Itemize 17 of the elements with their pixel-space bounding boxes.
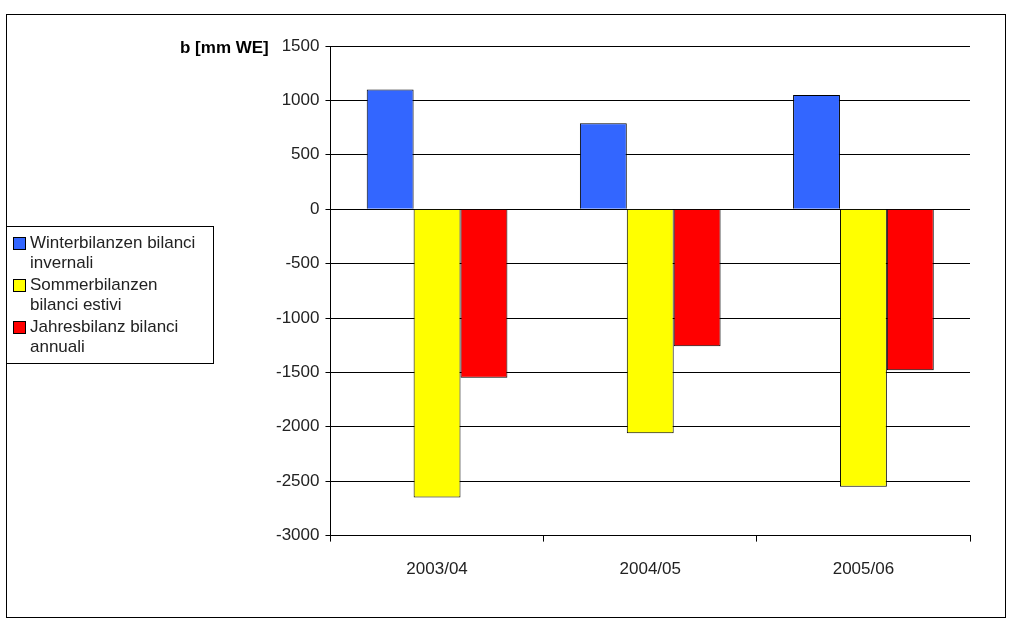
legend-label: Winterbilanzen bilanci invernali xyxy=(30,233,197,273)
y-tick-label: -2000 xyxy=(276,416,320,436)
legend-label: Sommerbilanzen bilanci estivi xyxy=(30,275,159,315)
y-tick-label: -500 xyxy=(285,253,320,273)
y-tick-label: -3000 xyxy=(276,525,320,545)
y-tick-label: -1000 xyxy=(276,307,320,327)
y-tick-label: 0 xyxy=(310,198,320,218)
y-axis-title: b [mm WE] xyxy=(180,38,269,58)
y-tick-label: -1500 xyxy=(276,362,320,382)
y-tick-label: 500 xyxy=(291,144,320,164)
y-tick-label: 1500 xyxy=(281,35,320,55)
x-tick-label: 2003/04 xyxy=(406,559,468,579)
y-tick-label: 1000 xyxy=(281,90,320,110)
x-tick-label: 2004/05 xyxy=(619,559,681,579)
x-tick-label: 2005/06 xyxy=(832,559,895,579)
y-tick-label: -2500 xyxy=(276,470,320,490)
legend-label: Jahresbilanz bilanci annuali xyxy=(30,317,180,357)
